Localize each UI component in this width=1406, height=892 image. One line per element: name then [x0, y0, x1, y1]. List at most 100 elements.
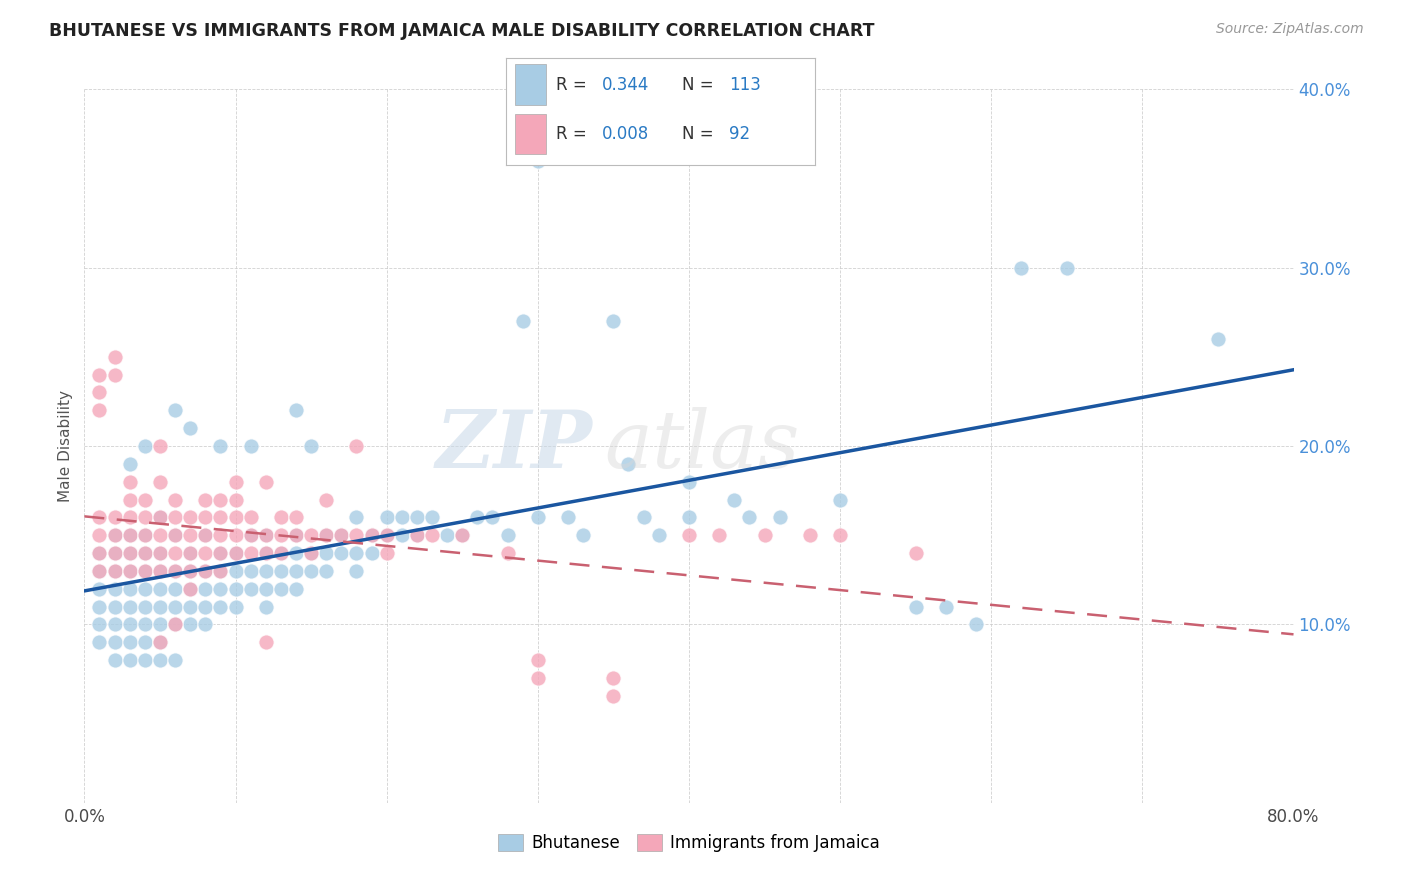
- Point: [209, 564, 232, 578]
- Point: [225, 546, 247, 560]
- Point: [134, 564, 156, 578]
- Point: [165, 403, 187, 417]
- Point: [527, 653, 550, 667]
- Point: [285, 564, 308, 578]
- Point: [723, 492, 745, 507]
- Point: [134, 439, 156, 453]
- Point: [346, 564, 368, 578]
- Point: [149, 582, 172, 596]
- Point: [89, 546, 111, 560]
- Y-axis label: Male Disability: Male Disability: [58, 390, 73, 502]
- Text: N =: N =: [682, 125, 720, 143]
- Point: [254, 635, 277, 649]
- Point: [89, 510, 111, 524]
- Text: Source: ZipAtlas.com: Source: ZipAtlas.com: [1216, 22, 1364, 37]
- Point: [406, 528, 429, 542]
- Point: [225, 475, 247, 489]
- Point: [89, 582, 111, 596]
- Point: [89, 564, 111, 578]
- Point: [360, 528, 382, 542]
- Point: [118, 617, 141, 632]
- Point: [165, 492, 187, 507]
- Point: [225, 510, 247, 524]
- Point: [270, 564, 292, 578]
- Point: [285, 582, 308, 596]
- Point: [165, 546, 187, 560]
- Point: [149, 653, 172, 667]
- Point: [391, 510, 413, 524]
- Point: [118, 635, 141, 649]
- Point: [165, 528, 187, 542]
- Point: [104, 564, 127, 578]
- Point: [118, 546, 141, 560]
- Point: [104, 617, 127, 632]
- Text: 113: 113: [728, 76, 761, 94]
- Point: [134, 635, 156, 649]
- Text: 0.008: 0.008: [602, 125, 650, 143]
- Point: [165, 582, 187, 596]
- Point: [315, 492, 337, 507]
- Point: [375, 528, 398, 542]
- Point: [830, 492, 852, 507]
- Point: [1056, 260, 1078, 275]
- Point: [104, 528, 127, 542]
- Point: [118, 546, 141, 560]
- Point: [149, 635, 172, 649]
- Point: [194, 528, 217, 542]
- Point: [118, 528, 141, 542]
- Point: [451, 528, 474, 542]
- Point: [754, 528, 776, 542]
- Point: [830, 528, 852, 542]
- Point: [89, 635, 111, 649]
- Point: [617, 457, 640, 471]
- Point: [118, 564, 141, 578]
- Point: [315, 546, 337, 560]
- Point: [194, 564, 217, 578]
- Point: [118, 564, 141, 578]
- Point: [709, 528, 731, 542]
- Point: [118, 582, 141, 596]
- Point: [134, 546, 156, 560]
- Point: [375, 510, 398, 524]
- Point: [134, 510, 156, 524]
- Point: [738, 510, 761, 524]
- Point: [149, 564, 172, 578]
- Point: [194, 546, 217, 560]
- Point: [179, 564, 201, 578]
- Point: [194, 492, 217, 507]
- Point: [89, 546, 111, 560]
- Point: [239, 564, 262, 578]
- Point: [209, 564, 232, 578]
- Point: [496, 546, 519, 560]
- Point: [346, 510, 368, 524]
- Point: [104, 528, 127, 542]
- Point: [225, 582, 247, 596]
- Point: [527, 153, 550, 168]
- Point: [118, 492, 141, 507]
- Point: [225, 528, 247, 542]
- Point: [165, 653, 187, 667]
- Point: [270, 582, 292, 596]
- Point: [572, 528, 595, 542]
- Point: [406, 528, 429, 542]
- Point: [602, 671, 624, 685]
- Point: [225, 546, 247, 560]
- Point: [330, 528, 353, 542]
- Point: [104, 350, 127, 364]
- Point: [360, 546, 382, 560]
- Point: [678, 475, 700, 489]
- Point: [149, 546, 172, 560]
- Point: [375, 528, 398, 542]
- Point: [118, 510, 141, 524]
- Point: [179, 546, 201, 560]
- Point: [209, 510, 232, 524]
- Point: [346, 546, 368, 560]
- Point: [89, 528, 111, 542]
- Point: [254, 582, 277, 596]
- Point: [602, 689, 624, 703]
- Point: [118, 457, 141, 471]
- Point: [270, 546, 292, 560]
- Point: [285, 510, 308, 524]
- Point: [346, 528, 368, 542]
- Point: [225, 492, 247, 507]
